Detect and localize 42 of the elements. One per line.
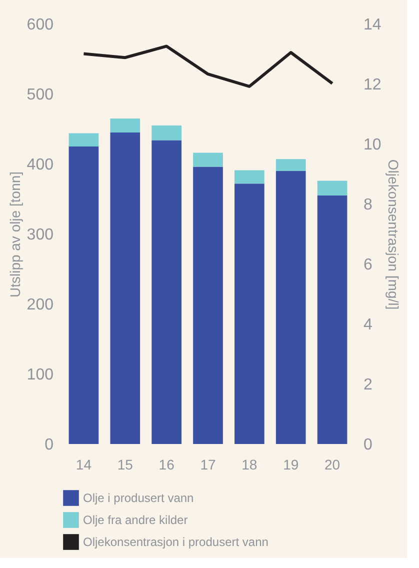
bar — [193, 152, 223, 167]
y2-tick-label: 6 — [364, 256, 372, 274]
bar — [234, 170, 264, 184]
y-tick-label: 600 — [26, 16, 54, 34]
bar — [234, 184, 264, 444]
y2-tick-label: 8 — [364, 196, 372, 214]
legend-label: Olje i produsert vann — [83, 491, 194, 505]
y2-tick-label: 2 — [364, 376, 372, 394]
y2-axis-title: Oljekonsentrasjon [mg/l] — [385, 159, 402, 310]
y-axis-title: Utslipp av olje [tonn] — [6, 171, 23, 298]
y-tick-label: 100 — [26, 366, 54, 384]
x-tick-label: 20 — [324, 456, 340, 472]
bar — [276, 159, 306, 171]
y-tick-label: 200 — [26, 296, 54, 314]
bar — [193, 166, 223, 444]
bar — [152, 126, 182, 140]
y-tick-label: 300 — [26, 226, 54, 244]
y2-tick-label: 14 — [364, 16, 382, 34]
x-tick-label: 18 — [242, 456, 258, 472]
bar — [152, 140, 182, 444]
y2-tick-label: 0 — [364, 436, 372, 454]
bar — [276, 171, 306, 444]
legend-label: Oljekonsentrasjon i produsert vann — [83, 535, 268, 549]
x-tick-label: 19 — [283, 456, 299, 472]
y-tick-label: 0 — [44, 436, 54, 454]
y2-tick-label: 10 — [364, 136, 382, 154]
bar — [110, 118, 140, 132]
y-tick-label: 500 — [26, 86, 54, 104]
x-tick-label: 14 — [76, 456, 92, 472]
legend-label: Olje fra andre kilder — [83, 513, 188, 527]
x-tick-label: 15 — [117, 456, 134, 472]
x-tick-label: 16 — [158, 456, 175, 472]
x-tick-label: 17 — [200, 456, 216, 472]
y-tick-label: 400 — [26, 156, 54, 174]
bar — [68, 133, 99, 146]
bar — [68, 146, 99, 444]
y2-tick-label: 4 — [364, 316, 372, 334]
y2-tick-label: 12 — [364, 76, 382, 94]
line-series — [82, 44, 334, 88]
bar — [110, 132, 140, 444]
bar — [317, 196, 348, 444]
bar — [317, 180, 348, 196]
